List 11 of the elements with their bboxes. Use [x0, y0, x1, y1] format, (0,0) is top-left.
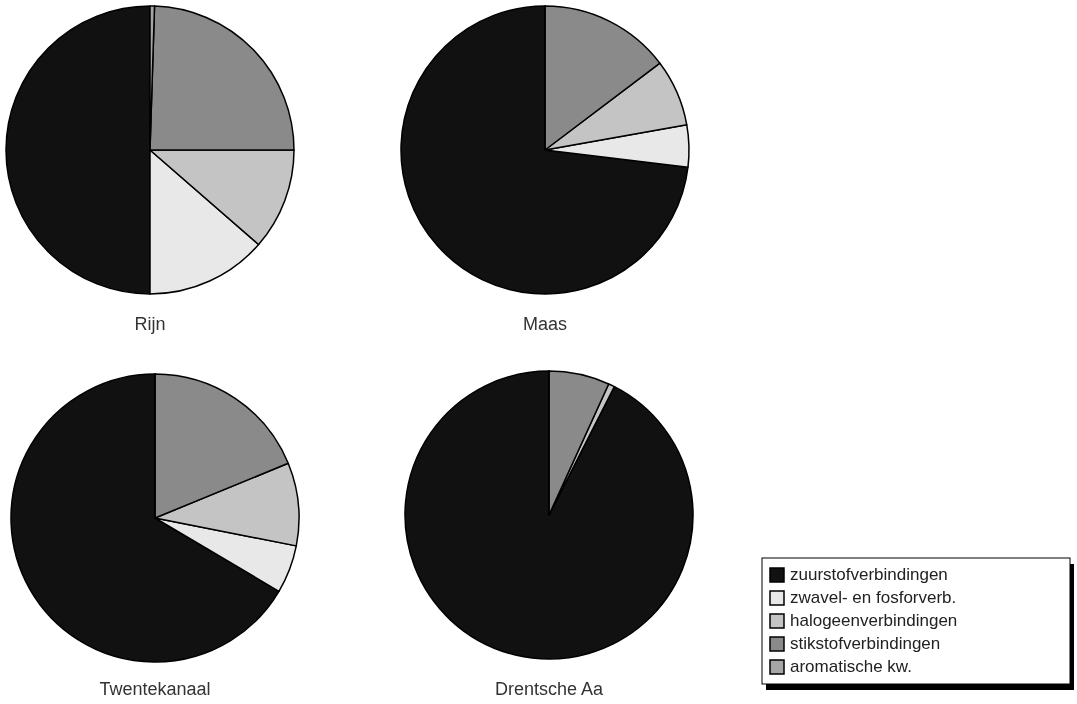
text: Maas: [522, 314, 568, 334]
legend-label: stikstofverbindingen: [790, 634, 941, 653]
text: Rijn: [134, 314, 166, 334]
pie-slice: [404, 370, 694, 660]
pie-slice: [400, 5, 689, 295]
legend-label: halogeenverbindingen: [790, 611, 958, 630]
text: Twentekanaal: [99, 679, 211, 699]
legend-label: zwavel- en fosforverb.: [790, 588, 957, 607]
legend-label: zuurstofverbindingen: [790, 565, 948, 584]
text: Drentsche Aa: [494, 679, 605, 699]
legend-label: aromatische kw.: [790, 657, 912, 676]
